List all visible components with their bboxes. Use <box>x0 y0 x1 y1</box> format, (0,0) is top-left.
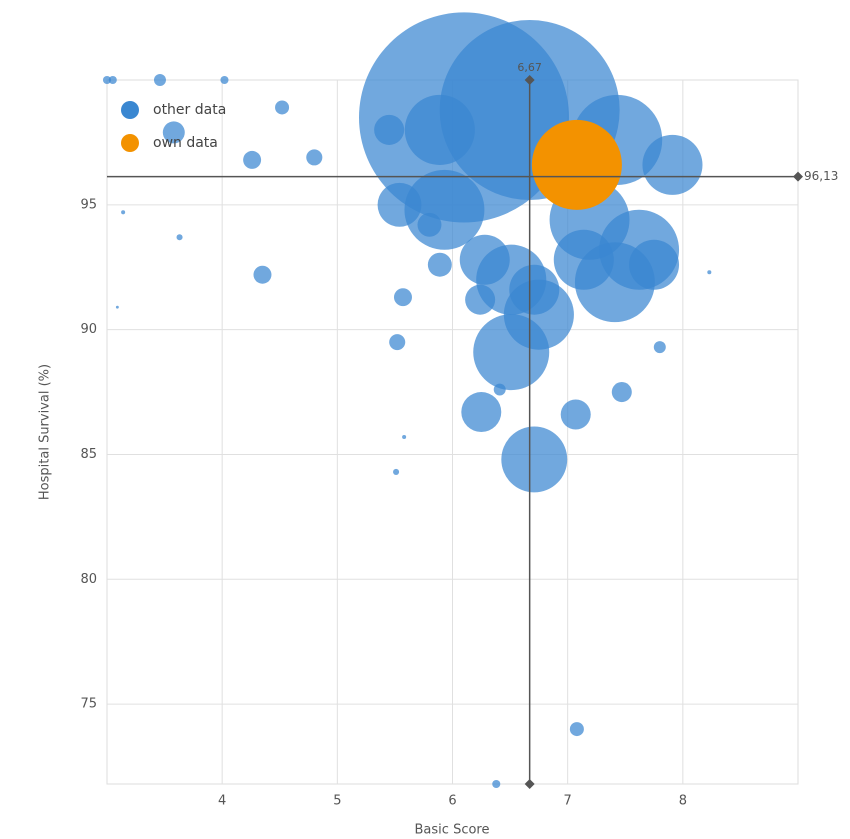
bubble <box>275 100 290 115</box>
bubble <box>121 210 126 215</box>
bubble <box>642 134 703 195</box>
bubble <box>306 149 323 166</box>
y-tick-label: 85 <box>80 447 97 462</box>
bubble <box>501 426 568 493</box>
bubble <box>653 341 666 354</box>
bubble <box>611 382 632 403</box>
bubble <box>115 305 119 309</box>
bubble <box>427 252 452 277</box>
legend-label: own data <box>153 135 218 151</box>
bubble <box>404 169 485 250</box>
bubble <box>102 75 112 85</box>
bubble <box>220 75 229 85</box>
bubble <box>493 383 506 396</box>
bubble <box>629 239 680 290</box>
reference-label: 96,13 <box>804 169 838 183</box>
bubble <box>153 74 166 86</box>
legend-marker <box>121 101 139 119</box>
legend-label: other data <box>153 102 226 118</box>
x-tick-label: 5 <box>333 794 341 809</box>
y-tick-label: 80 <box>80 572 97 587</box>
x-tick-label: 6 <box>448 794 456 809</box>
x-axis-label: Basic Score <box>415 823 490 838</box>
bubble <box>404 94 475 165</box>
bubble <box>402 434 407 440</box>
y-tick-label: 75 <box>80 697 97 712</box>
x-tick-label: 7 <box>564 794 572 809</box>
reference-marker <box>793 171 803 182</box>
y-tick-label: 90 <box>80 322 97 337</box>
bubble <box>707 270 712 275</box>
bubble <box>389 334 406 351</box>
bubble <box>509 264 560 315</box>
bubble <box>531 119 622 210</box>
y-tick-label: 95 <box>80 197 97 212</box>
bubble <box>108 75 117 85</box>
bubble <box>253 265 272 284</box>
bubble <box>569 722 584 737</box>
bubble <box>243 150 262 169</box>
y-axis-label: Hospital Survival (%) <box>38 364 53 500</box>
reference-marker <box>524 779 535 789</box>
bubble <box>560 399 591 430</box>
bubble <box>393 468 400 475</box>
bubble <box>461 392 502 433</box>
bubble <box>417 212 442 237</box>
bubble <box>374 114 405 145</box>
reference-label: 6,67 <box>517 61 542 74</box>
x-tick-label: 8 <box>679 794 687 809</box>
bubble <box>465 284 496 315</box>
bubble <box>393 288 412 307</box>
x-tick-label: 4 <box>218 794 226 809</box>
bubble <box>459 234 510 285</box>
bubble <box>492 779 501 789</box>
bubble <box>176 234 183 241</box>
bubble <box>473 314 550 391</box>
legend-marker <box>121 134 139 152</box>
bubble <box>553 229 614 290</box>
bubble <box>162 121 185 144</box>
reference-marker <box>524 75 535 85</box>
